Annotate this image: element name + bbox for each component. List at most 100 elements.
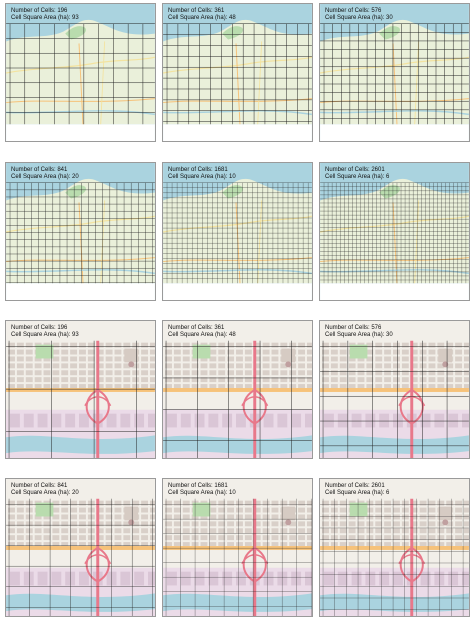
city-block: [8, 370, 15, 376]
city-block: [271, 507, 279, 513]
park-area: [65, 26, 86, 40]
city-block: [384, 377, 392, 383]
map-image: [6, 163, 155, 300]
plaza: [438, 348, 453, 363]
industrial-building: [120, 571, 131, 586]
city-block: [366, 363, 374, 369]
city-block: [253, 342, 261, 348]
city-block: [79, 377, 86, 383]
park-area: [379, 185, 400, 199]
city-block: [330, 349, 338, 355]
cell-area-label: Cell Square Area (ha): 10: [168, 490, 236, 496]
city-block: [330, 500, 338, 506]
city-block: [105, 500, 113, 506]
city-block: [182, 377, 190, 383]
city-block: [34, 528, 42, 534]
city-block: [25, 535, 33, 541]
city-block: [105, 377, 113, 383]
city-block: [339, 542, 347, 548]
city-block: [253, 507, 261, 513]
city-block: [357, 356, 365, 362]
major-road: [6, 546, 155, 550]
city-block: [393, 349, 400, 355]
city-block: [271, 349, 279, 355]
city-block: [348, 377, 356, 383]
city-block: [289, 535, 297, 541]
city-block: [52, 349, 60, 355]
industrial-building: [106, 413, 117, 428]
city-block: [61, 507, 69, 513]
cell-area-label: Cell Square Area (ha): 48: [168, 15, 236, 21]
city-block: [437, 370, 445, 376]
city-block: [419, 514, 427, 520]
city-block: [348, 514, 356, 520]
city-block: [375, 500, 383, 506]
industrial-building: [65, 413, 76, 428]
major-road: [6, 257, 155, 263]
city-block: [357, 528, 365, 534]
river: [6, 435, 155, 454]
city-block: [227, 384, 235, 390]
city-block: [52, 535, 60, 541]
city-block: [70, 535, 78, 541]
city-block: [253, 363, 261, 369]
interchange: [399, 388, 424, 425]
city-block: [70, 542, 78, 548]
city-block: [173, 370, 181, 376]
city-block: [410, 514, 418, 520]
city-block: [384, 535, 392, 541]
city-block: [322, 528, 329, 534]
city-block: [87, 342, 95, 348]
city-block: [298, 542, 306, 548]
city-block: [123, 528, 131, 534]
city-block: [114, 363, 122, 369]
industrial-building: [277, 413, 288, 428]
city-block: [61, 521, 69, 527]
city-block: [105, 349, 113, 355]
city-block: [61, 500, 69, 506]
city-block: [149, 542, 155, 548]
city-block: [384, 521, 392, 527]
city-block: [114, 521, 122, 527]
city-block: [173, 342, 181, 348]
city-block: [34, 356, 42, 362]
industrial-building: [167, 413, 177, 428]
interchange: [241, 396, 269, 407]
park-area: [65, 185, 86, 199]
map-image: [6, 479, 155, 616]
major-road: [163, 98, 312, 104]
cell-area-label: Cell Square Area (ha): 93: [11, 332, 79, 338]
city-block: [141, 542, 149, 548]
city-block: [330, 342, 338, 348]
city-block: [105, 356, 113, 362]
city-block: [330, 363, 338, 369]
interchange: [242, 546, 267, 583]
industrial-building: [365, 571, 376, 586]
city-block: [262, 535, 270, 541]
major-road: [320, 215, 469, 233]
city-block: [123, 542, 131, 548]
city-block: [149, 521, 155, 527]
city-block: [87, 377, 95, 383]
city-block: [182, 535, 190, 541]
city-block: [306, 349, 312, 355]
city-block: [218, 363, 226, 369]
roundabout: [128, 361, 135, 368]
industrial-building: [10, 571, 20, 586]
city-block: [173, 521, 181, 527]
industrial-building: [148, 413, 155, 428]
city-block: [52, 542, 60, 548]
city-block: [330, 542, 338, 548]
city-block: [401, 500, 409, 506]
city-block: [105, 342, 113, 348]
city-block: [322, 342, 329, 348]
city-block: [384, 363, 392, 369]
city-block: [271, 342, 279, 348]
map-panel: Number of Cells: 361 Cell Square Area (ha…: [162, 320, 313, 459]
city-block: [114, 349, 122, 355]
city-block: [70, 377, 78, 383]
map-panel: Number of Cells: 576 Cell Square Area (ha…: [319, 3, 470, 142]
city-block: [209, 349, 217, 355]
city-block: [61, 363, 69, 369]
city-block: [357, 535, 365, 541]
